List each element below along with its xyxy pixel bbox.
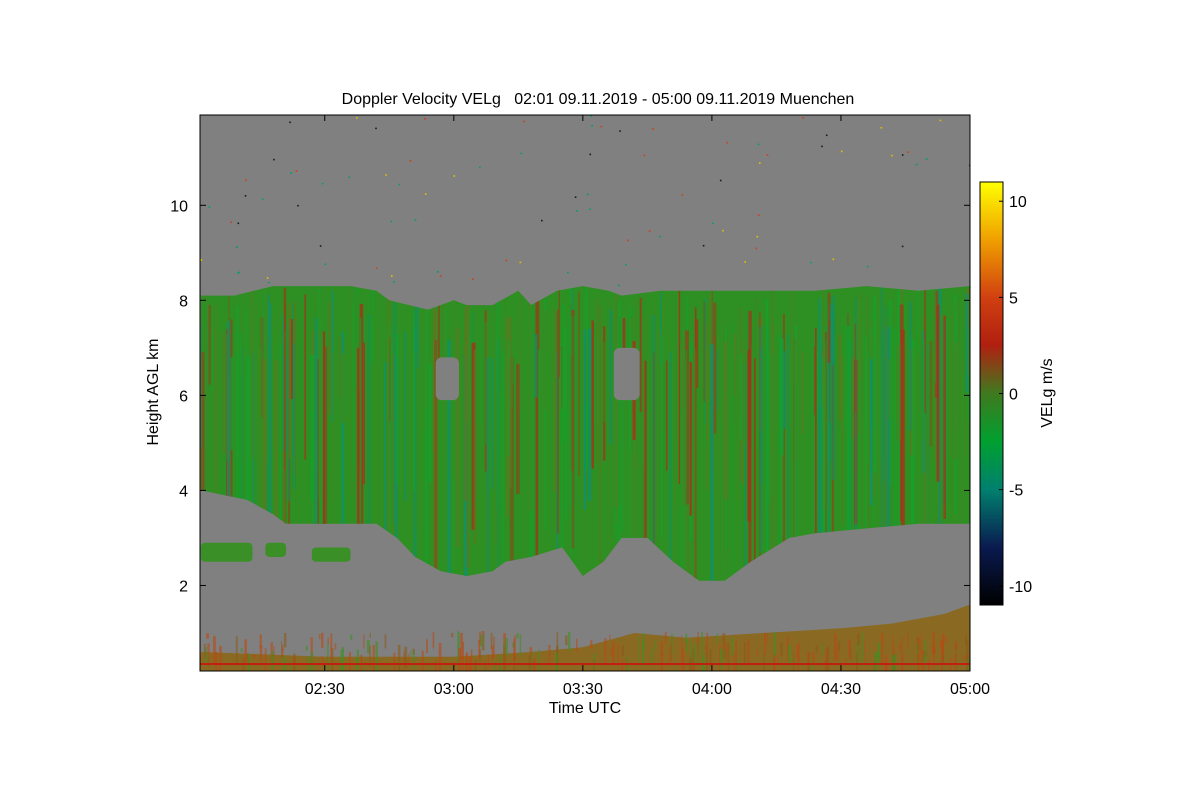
- colorbar-tick-label: 5: [1009, 290, 1018, 307]
- y-tick-label: 8: [179, 293, 188, 310]
- y-axis-label: Height AGL km: [145, 338, 162, 445]
- y-tick-label: 2: [179, 578, 188, 595]
- x-axis-label: Time UTC: [549, 700, 621, 717]
- y-tick-label: 6: [179, 388, 188, 405]
- colorbar-tick-label: -10: [1009, 579, 1032, 596]
- x-tick-label: 05:00: [950, 681, 990, 698]
- colorbar-tick-label: 10: [1009, 194, 1027, 211]
- surface-line: [200, 663, 970, 665]
- colorbar-tick-label: 0: [1009, 387, 1018, 404]
- colorbar-label: VELg m/s: [1039, 358, 1056, 427]
- cloud-patch: [312, 547, 351, 561]
- cloud-gap: [614, 348, 640, 400]
- x-tick-label: 03:30: [563, 681, 603, 698]
- chart-title: Doppler Velocity VELg 02:01 09.11.2019 -…: [342, 91, 855, 108]
- x-tick-label: 03:00: [434, 681, 474, 698]
- y-tick-label: 10: [170, 198, 188, 215]
- y-tick-label: 4: [179, 483, 188, 500]
- x-tick-label: 04:30: [821, 681, 861, 698]
- cloud-gap: [436, 357, 459, 400]
- cloud-patch: [201, 543, 253, 562]
- cloud-patch: [265, 543, 286, 557]
- x-tick-label: 02:30: [305, 681, 345, 698]
- x-tick-label: 04:00: [692, 681, 732, 698]
- plot-area: 02:30 03:00 03:30 04:00 04:30 05:00 2 4 6 8 10: [170, 115, 990, 698]
- colorbar-tick-label: -5: [1009, 483, 1023, 500]
- colorbar: 10 5 0 -5 -10 VELg m/s: [980, 182, 1056, 605]
